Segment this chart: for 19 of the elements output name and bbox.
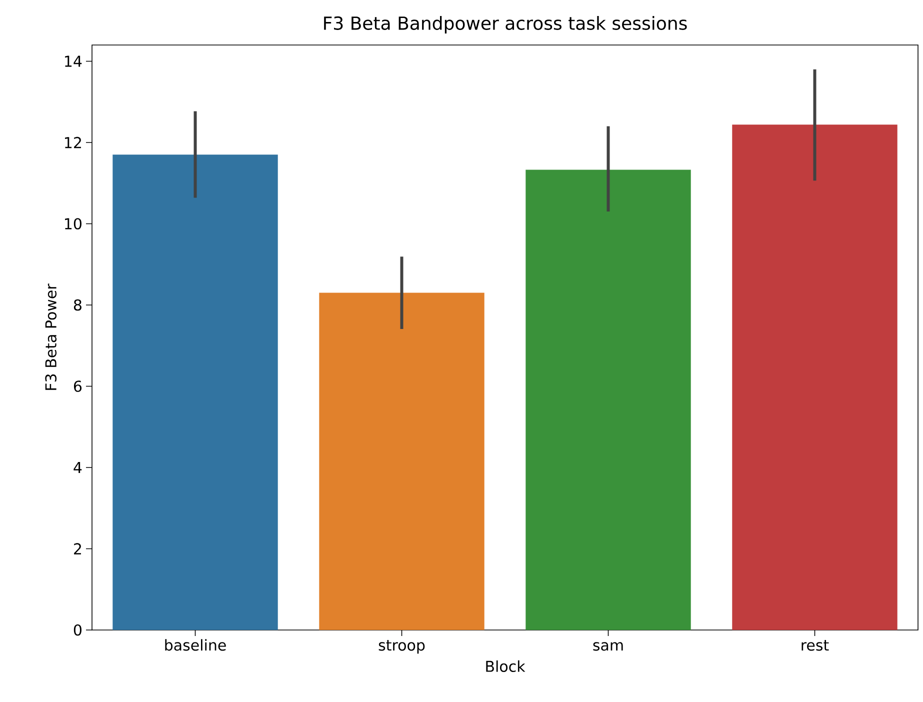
chart-title: F3 Beta Bandpower across task sessions xyxy=(324,16,687,34)
x-tick-label: sam xyxy=(593,642,623,651)
bar xyxy=(526,170,691,630)
bar xyxy=(732,124,898,630)
bar xyxy=(112,154,278,630)
y-tick-label: 12 xyxy=(65,136,81,148)
y-axis-title: F3 Beta Power xyxy=(45,284,57,390)
y-tick-label: 0 xyxy=(74,624,82,636)
x-tick-label: rest xyxy=(802,640,829,651)
y-tick-label: 10 xyxy=(65,218,82,230)
x-tick-label: baseline xyxy=(165,639,226,651)
x-tick-label: stroop xyxy=(378,640,425,654)
y-tick-label: 4 xyxy=(74,462,82,473)
x-axis-title: Block xyxy=(486,660,526,672)
y-tick-label: 2 xyxy=(74,543,81,554)
y-tick-label: 6 xyxy=(74,380,82,392)
y-tick-label: 8 xyxy=(74,299,82,311)
y-tick-label: 14 xyxy=(65,56,82,67)
bar xyxy=(319,292,484,630)
